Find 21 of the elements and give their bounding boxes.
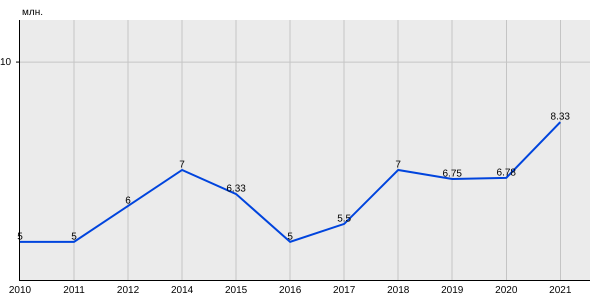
x-tick-label: 2017	[333, 285, 356, 296]
x-tick-label: 2012	[116, 285, 140, 296]
x-tick-label: 2019	[441, 285, 464, 296]
x-tick-label: 2020	[495, 285, 518, 296]
x-tick-label: 2014	[170, 285, 194, 296]
data-label: 5	[287, 231, 294, 242]
x-tick-label: 2011	[63, 285, 86, 296]
x-tick-label: 2015	[224, 285, 248, 296]
data-label: 6.75	[442, 168, 462, 180]
data-label: 8.33	[550, 112, 570, 123]
x-tick-label: 2010	[8, 285, 32, 296]
x-tick-label: 2016	[279, 285, 302, 296]
y-axis-title: млн.	[22, 7, 44, 18]
x-tick-label: 2018	[387, 285, 410, 296]
data-label: 6.33	[226, 184, 246, 195]
data-label: 7	[179, 159, 186, 170]
data-label: 6	[125, 195, 132, 206]
data-label: 7	[395, 159, 402, 170]
data-label: 5	[71, 231, 78, 242]
ref-line-label: 10	[0, 57, 12, 68]
x-tick-label: 2021	[549, 285, 572, 296]
